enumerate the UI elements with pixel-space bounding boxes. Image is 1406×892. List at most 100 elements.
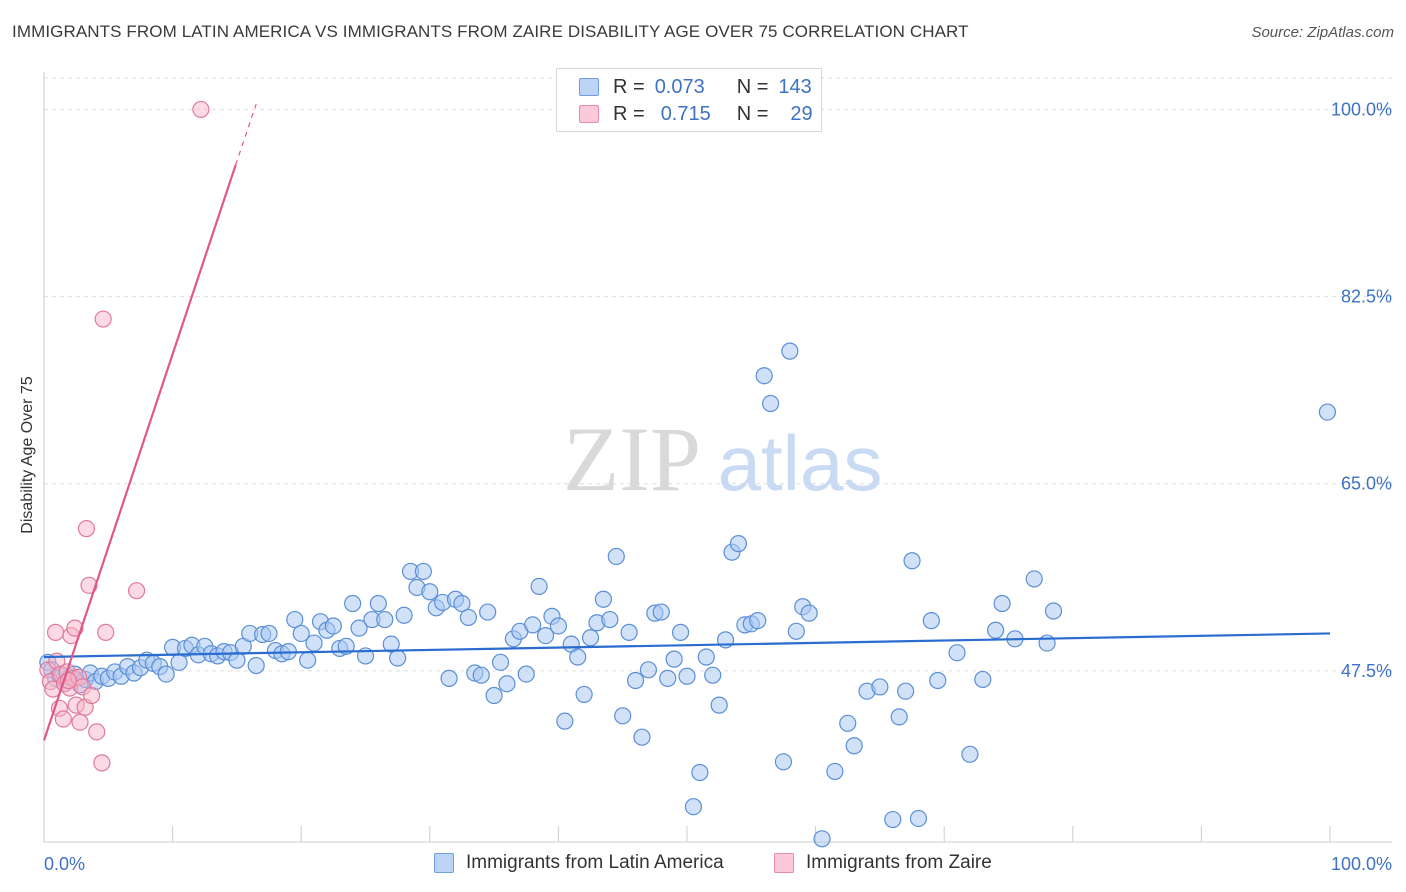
data-point-latin-america (903, 552, 921, 570)
data-point-latin-america (922, 612, 940, 630)
data-point-latin-america (524, 616, 542, 634)
series-zaire-points (39, 100, 210, 772)
watermark-zip: ZIP (563, 408, 701, 510)
data-point-latin-america (871, 678, 889, 696)
data-point-latin-america (549, 617, 568, 635)
data-point-latin-america (536, 626, 555, 645)
data-point-latin-america (626, 671, 645, 690)
legend-label: Immigrants from Zaire (806, 852, 992, 873)
data-point-latin-america (652, 603, 670, 621)
data-point-latin-america (299, 651, 317, 669)
data-point-zaire (66, 619, 84, 637)
data-point-latin-america (395, 606, 413, 624)
watermark: ZIP atlas (563, 408, 882, 510)
legend-label: Immigrants from Latin America (466, 852, 724, 873)
correlation-legend: R = 0.073 N = 143 R = 0.715 N = 29 (556, 68, 822, 132)
data-point-latin-america (665, 650, 683, 668)
data-point-latin-america (961, 745, 979, 763)
data-point-latin-america (601, 610, 619, 629)
legend-r-label: R = (613, 102, 645, 125)
chart-title: IMMIGRANTS FROM LATIN AMERICA VS IMMIGRA… (12, 22, 969, 41)
data-point-latin-america (755, 367, 773, 385)
data-point-latin-america (826, 762, 844, 781)
x-tick-label-max: 100.0% (1331, 854, 1392, 874)
data-point-latin-america (517, 665, 535, 683)
data-point-latin-america (491, 653, 510, 671)
data-point-latin-america (684, 798, 703, 816)
data-point-latin-america (929, 671, 947, 690)
data-point-latin-america (453, 594, 471, 613)
y-tick-label: 100.0% (1331, 99, 1392, 119)
legend-swatch-blue (579, 78, 599, 96)
data-point-latin-america (324, 617, 342, 635)
data-point-latin-america (1025, 570, 1043, 588)
data-point-latin-america (292, 624, 310, 643)
data-point-latin-america (813, 830, 831, 848)
data-point-latin-america (897, 682, 915, 700)
data-point-latin-america (1318, 403, 1337, 421)
data-point-latin-america (575, 685, 593, 704)
y-tick-label: 82.5% (1341, 287, 1392, 307)
data-point-latin-america (376, 610, 394, 629)
series-legend-latin-america: Immigrants from Latin America (434, 852, 724, 874)
data-point-latin-america (1044, 602, 1063, 620)
legend-swatch-pink (579, 105, 599, 123)
data-point-zaire (88, 723, 106, 741)
data-point-latin-america (839, 714, 857, 732)
data-point-latin-america (472, 666, 490, 684)
data-point-latin-america (594, 590, 613, 608)
data-point-latin-america (305, 634, 323, 652)
data-point-latin-america (389, 649, 407, 667)
data-point-zaire (93, 754, 111, 772)
data-point-zaire (192, 100, 210, 119)
data-point-latin-america (691, 763, 709, 782)
data-point-latin-america (620, 623, 638, 641)
source-label: Source: ZipAtlas.com (1251, 24, 1394, 41)
data-point-zaire (127, 582, 146, 600)
legend-n-label: N = (736, 102, 769, 125)
data-point-latin-america (884, 810, 902, 829)
data-point-latin-america (614, 707, 632, 725)
data-point-latin-america (530, 577, 548, 596)
legend-r-value: 0.715 (660, 102, 711, 125)
x-tick-label-min: 0.0% (44, 854, 85, 874)
data-point-latin-america (459, 608, 477, 627)
data-point-latin-america (749, 612, 767, 630)
data-point-latin-america (987, 621, 1005, 639)
data-point-latin-america (581, 629, 600, 647)
data-point-latin-america (228, 651, 246, 669)
data-point-latin-america (800, 604, 818, 622)
data-point-latin-america (671, 623, 690, 641)
data-point-latin-america (659, 669, 677, 687)
data-point-latin-america (569, 648, 587, 666)
data-point-latin-america (639, 661, 658, 679)
grid-layer (44, 77, 1392, 672)
data-point-latin-america (890, 708, 908, 726)
data-point-latin-america (382, 635, 400, 653)
watermark-atlas: atlas (718, 419, 883, 507)
trend-line-zaire-extension (235, 103, 257, 166)
data-point-latin-america (350, 619, 368, 637)
data-point-zaire (97, 623, 115, 641)
data-point-latin-america (556, 712, 574, 730)
data-point-zaire (46, 623, 65, 641)
data-point-latin-america (479, 603, 497, 621)
data-point-latin-america (286, 610, 304, 629)
data-point-latin-america (247, 656, 265, 675)
data-point-latin-america (697, 648, 715, 666)
data-point-zaire (80, 576, 98, 594)
y-tick-label: 47.5% (1341, 661, 1392, 681)
data-point-latin-america (761, 394, 780, 413)
trend-line-zaire (42, 164, 237, 741)
data-point-zaire (77, 520, 96, 538)
y-tick-label: 65.0% (1341, 474, 1392, 494)
data-point-zaire (82, 686, 101, 705)
data-point-latin-america (909, 809, 928, 828)
axis-layer (43, 72, 1392, 843)
data-point-latin-america (344, 594, 362, 613)
data-point-latin-america (607, 547, 625, 566)
data-point-latin-america (633, 728, 651, 746)
legend-n-value: 143 (778, 75, 812, 98)
data-point-latin-america (845, 737, 863, 755)
